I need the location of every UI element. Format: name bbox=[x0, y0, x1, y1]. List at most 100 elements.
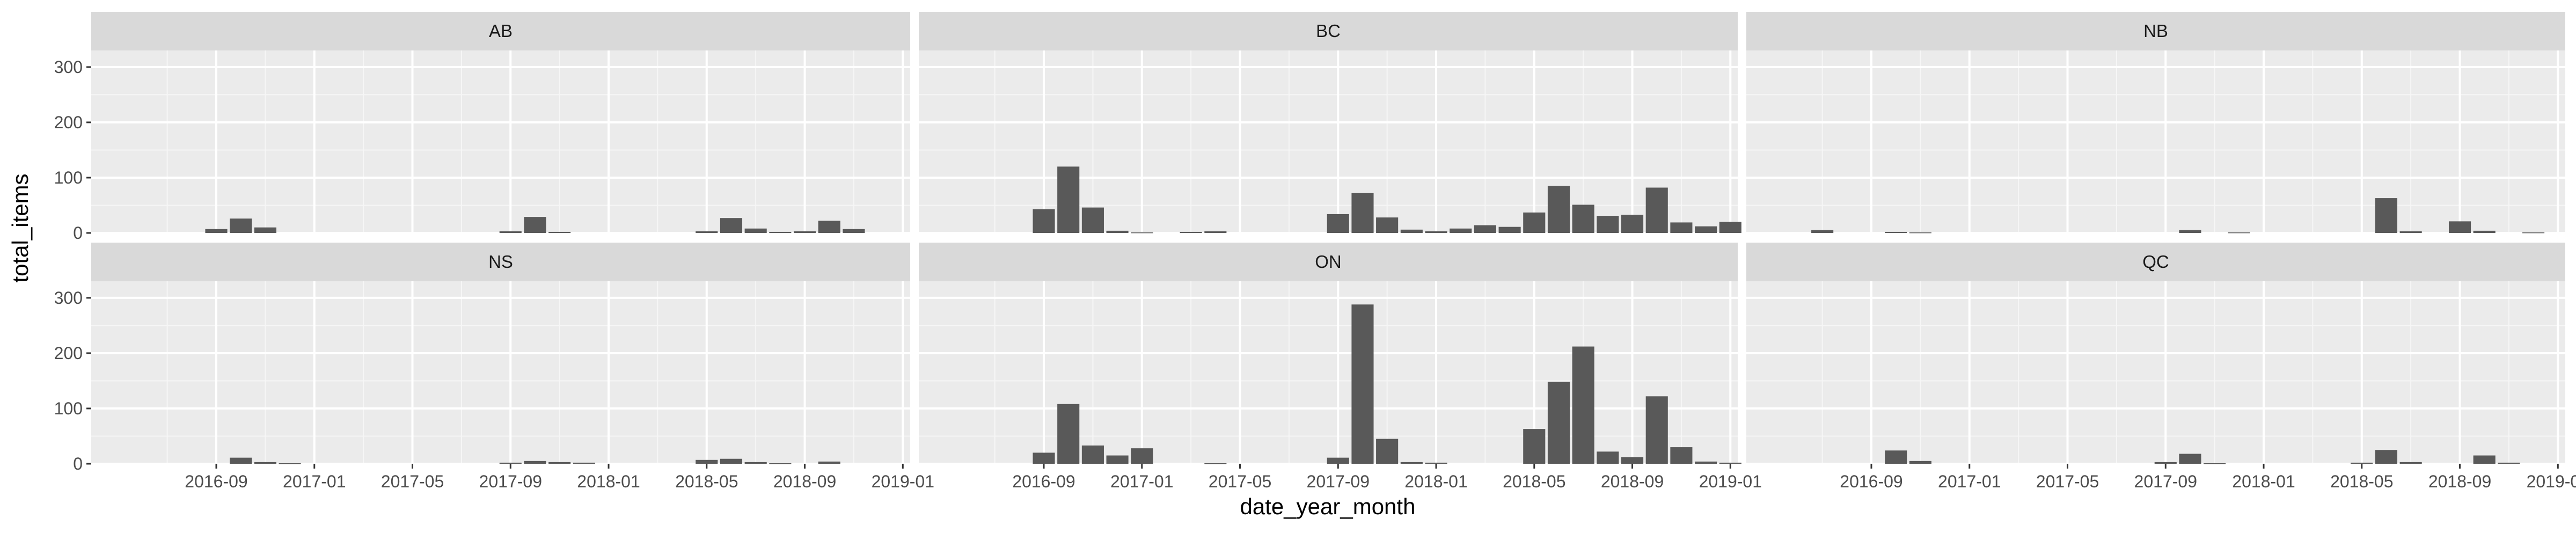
bar-bc-2016-10 bbox=[1081, 207, 1104, 233]
bar-on-2017-10 bbox=[1376, 439, 1399, 464]
facet-strip-label: NS bbox=[488, 252, 513, 272]
facet-strip-label: ON bbox=[1315, 252, 1342, 272]
bar-on-2018-12 bbox=[1719, 462, 1741, 464]
bar-qc-2018-05 bbox=[2375, 450, 2398, 464]
bar-on-2017-03 bbox=[1204, 463, 1227, 464]
facet-strip-label: BC bbox=[1316, 21, 1341, 41]
bar-ns-2018-06 bbox=[744, 462, 767, 464]
x-tick-label: 2018-09 bbox=[2428, 472, 2491, 491]
bar-nb-2016-10 bbox=[1909, 232, 1931, 233]
bar-ab-2017-09 bbox=[524, 217, 546, 233]
bar-bc-2018-02 bbox=[1474, 225, 1496, 233]
bar-on-2016-11 bbox=[1106, 455, 1129, 464]
y-axis-title: total_items bbox=[8, 173, 33, 282]
bar-qc-2016-09 bbox=[1885, 450, 1907, 464]
bar-nb-2018-09 bbox=[2473, 230, 2496, 233]
bar-bc-2018-07 bbox=[1597, 216, 1619, 233]
bar-ab-2018-06 bbox=[744, 228, 767, 233]
facet-strip-label: NB bbox=[2143, 21, 2168, 41]
facet-strip bbox=[919, 243, 1738, 281]
panel-background bbox=[1746, 281, 2565, 464]
bar-on-2018-08 bbox=[1621, 457, 1644, 464]
bar-ab-2018-07 bbox=[769, 231, 792, 233]
bar-nb-2017-11 bbox=[2228, 232, 2250, 233]
bar-ns-2018-05 bbox=[720, 458, 743, 464]
x-tick-label: 2017-05 bbox=[2036, 472, 2099, 491]
x-tick-label: 2017-09 bbox=[479, 472, 542, 491]
bar-bc-2018-06 bbox=[1572, 205, 1594, 233]
bar-ns-2018-04 bbox=[696, 459, 718, 464]
facet-on: ON 2016-09 2017-01 2017-05 2017-09 2018-01 201… bbox=[919, 243, 1762, 491]
bar-bc-2017-12 bbox=[1425, 231, 1447, 233]
facet-panels: AB 0 100 200 300 BC NB NS 0 100 200 300 2016-09 2017-… bbox=[54, 12, 2576, 491]
bar-on-2018-11 bbox=[1695, 461, 1717, 464]
x-tick-label: 2016-09 bbox=[1012, 472, 1075, 491]
x-axis-title: date_year_month bbox=[1240, 494, 1416, 519]
bar-bc-2017-09 bbox=[1351, 193, 1374, 233]
bar-bc-2018-01 bbox=[1450, 228, 1472, 233]
x-tick-label: 2017-01 bbox=[1110, 472, 1173, 491]
bar-bc-2018-05 bbox=[1547, 186, 1570, 233]
bar-ab-2018-10 bbox=[843, 229, 865, 233]
x-tick-label: 2017-01 bbox=[1938, 472, 2001, 491]
y-tick-label: 200 bbox=[54, 113, 83, 132]
bar-on-2016-09 bbox=[1057, 404, 1080, 464]
panel-background bbox=[91, 281, 910, 464]
bar-qc-2017-08 bbox=[2154, 462, 2177, 464]
panel-background bbox=[919, 50, 1738, 233]
y-tick-label: 300 bbox=[54, 288, 83, 308]
bar-bc-2017-11 bbox=[1400, 229, 1423, 233]
y-tick-label: 300 bbox=[54, 57, 83, 77]
facet-strip bbox=[91, 243, 910, 281]
x-tick-label: 2018-05 bbox=[675, 472, 738, 491]
panel-background bbox=[1746, 50, 2565, 233]
bar-on-2016-12 bbox=[1131, 448, 1153, 464]
bar-on-2017-09 bbox=[1351, 304, 1374, 464]
x-tick-label: 2018-01 bbox=[577, 472, 640, 491]
x-tick-label: 2017-05 bbox=[381, 472, 444, 491]
bar-ab-2018-08 bbox=[793, 231, 816, 233]
x-tick-label: 2018-09 bbox=[1601, 472, 1664, 491]
bar-ab-2017-08 bbox=[499, 231, 522, 233]
bar-bc-2018-09 bbox=[1645, 187, 1668, 233]
bar-ab-2016-10 bbox=[254, 227, 276, 233]
bar-on-2018-06 bbox=[1572, 346, 1594, 464]
bar-bc-2016-12 bbox=[1131, 232, 1153, 233]
bar-bc-2018-11 bbox=[1695, 226, 1717, 233]
y-tick-label: 0 bbox=[73, 223, 83, 243]
facet-bc: BC bbox=[919, 12, 1741, 234]
bar-bc-2018-12 bbox=[1719, 222, 1741, 233]
bar-ab-2016-08 bbox=[205, 229, 228, 233]
bar-ab-2018-09 bbox=[818, 221, 840, 233]
bar-ns-2018-07 bbox=[769, 463, 792, 464]
bar-bc-2016-11 bbox=[1106, 230, 1129, 233]
facet-qc: QC 2016-09 2017-01 2017-05 2017-09 2018-01 201… bbox=[1746, 243, 2576, 491]
bar-bc-2016-08 bbox=[1033, 209, 1055, 233]
bar-on-2018-04 bbox=[1523, 429, 1546, 464]
panel-background bbox=[919, 281, 1738, 464]
facet-strip bbox=[1746, 243, 2565, 281]
bar-on-2017-12 bbox=[1425, 462, 1447, 464]
bar-qc-2018-09 bbox=[2473, 455, 2496, 464]
facet-strip bbox=[1746, 12, 2565, 50]
bar-on-2016-10 bbox=[1081, 446, 1104, 464]
bar-bc-2018-08 bbox=[1621, 215, 1644, 233]
x-tick-label: 2019-01 bbox=[872, 472, 934, 491]
bar-on-2017-11 bbox=[1400, 462, 1423, 464]
bar-bc-2018-04 bbox=[1523, 212, 1546, 233]
x-tick-label: 2018-05 bbox=[1503, 472, 1565, 491]
bar-on-2018-07 bbox=[1597, 451, 1619, 464]
bar-nb-2016-06 bbox=[1811, 230, 1834, 233]
bar-nb-2018-06 bbox=[2399, 231, 2422, 233]
facet-strip-label: AB bbox=[489, 21, 513, 41]
panel-background bbox=[91, 50, 910, 233]
x-tick-label: 2018-01 bbox=[2232, 472, 2295, 491]
bar-ns-2016-09 bbox=[230, 457, 252, 464]
bar-on-2016-08 bbox=[1033, 452, 1055, 464]
bar-qc-2018-06 bbox=[2399, 462, 2422, 464]
bar-ns-2018-09 bbox=[818, 461, 840, 464]
bar-ab-2016-09 bbox=[230, 218, 252, 233]
facet-strip bbox=[91, 12, 910, 50]
bar-qc-2018-10 bbox=[2498, 462, 2520, 464]
